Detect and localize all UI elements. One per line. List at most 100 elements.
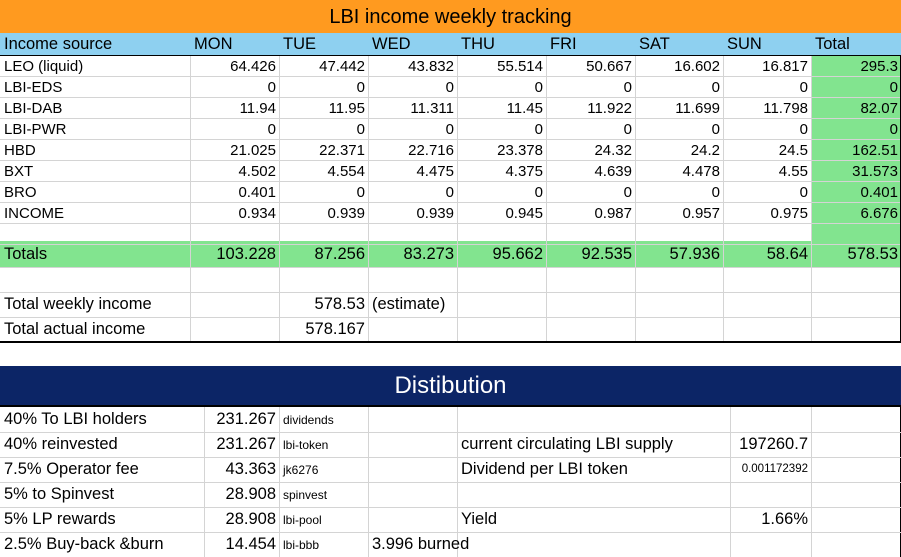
cell-value[interactable]: 24.5 [778, 142, 808, 159]
distribution-label[interactable]: 5% to Spinvest [4, 485, 115, 504]
header-sun[interactable]: SUN [727, 34, 762, 53]
cell-value[interactable]: 16.602 [674, 58, 720, 75]
cell-value[interactable]: 11.699 [675, 100, 720, 117]
cell-value[interactable]: 0.939 [327, 205, 365, 222]
weekly-income-label[interactable]: Total weekly income [4, 295, 152, 314]
cell-value[interactable]: 11.922 [587, 100, 632, 117]
cell-value[interactable]: 11.94 [239, 100, 276, 117]
distribution-account[interactable]: jk6276 [283, 462, 319, 477]
weekly-income-note[interactable]: (estimate) [372, 295, 446, 314]
cell-value[interactable]: 22.716 [408, 142, 454, 159]
distribution-amount[interactable]: 14.454 [225, 535, 276, 554]
cell-value[interactable]: 0 [267, 121, 276, 138]
totals-value[interactable]: 58.64 [766, 244, 808, 263]
cell-total[interactable]: 31.573 [852, 163, 898, 180]
cell-total[interactable]: 0 [889, 121, 898, 138]
distribution-account[interactable]: spinvest [283, 487, 328, 502]
cell-value[interactable]: 0 [799, 184, 808, 201]
cell-value[interactable]: 4.502 [238, 163, 276, 180]
cell-value[interactable]: 24.2 [690, 142, 720, 159]
cell-value[interactable]: 0 [711, 121, 720, 138]
cell-value[interactable]: 0 [356, 79, 365, 96]
distribution-amount[interactable]: 231.267 [216, 410, 276, 429]
cell-value[interactable]: 4.375 [505, 163, 543, 180]
distribution-label[interactable]: 5% LP rewards [4, 510, 116, 529]
cell-value[interactable]: 0 [445, 184, 454, 201]
distribution-label[interactable]: 7.5% Operator fee [4, 460, 139, 479]
supply-value[interactable]: 197260.7 [739, 435, 808, 454]
header-income-source[interactable]: Income source [4, 34, 113, 53]
cell-value[interactable]: 0 [534, 79, 543, 96]
totals-value[interactable]: 92.535 [581, 244, 632, 263]
cell-value[interactable]: 0 [534, 184, 543, 201]
header-total[interactable]: Total [815, 34, 850, 53]
cell-value[interactable]: 0.934 [238, 205, 276, 222]
distribution-account[interactable]: dividends [283, 412, 334, 427]
cell-total[interactable]: 295.3 [860, 58, 898, 75]
distribution-account[interactable]: lbi-pool [283, 512, 322, 527]
distribution-amount[interactable]: 43.363 [225, 460, 276, 479]
cell-value[interactable]: 50.667 [586, 58, 632, 75]
cell-value[interactable]: 11.95 [328, 100, 365, 117]
yield-label[interactable]: Yield [461, 510, 498, 529]
distribution-amount[interactable]: 28.908 [225, 510, 276, 529]
cell-value[interactable]: 0 [623, 79, 632, 96]
cell-value[interactable]: 0 [356, 184, 365, 201]
totals-value[interactable]: 103.228 [216, 244, 276, 263]
totals-value[interactable]: 83.273 [403, 244, 454, 263]
row-source[interactable]: INCOME [4, 205, 64, 222]
cell-value[interactable]: 0 [623, 184, 632, 201]
cell-value[interactable]: 55.514 [497, 58, 543, 75]
cell-value[interactable]: 0.945 [505, 205, 543, 222]
distribution-account[interactable]: lbi-bbb [283, 537, 320, 552]
cell-total[interactable]: 82.07 [860, 100, 898, 117]
cell-value[interactable]: 4.475 [416, 163, 454, 180]
totals-label[interactable]: Totals [4, 244, 48, 263]
distribution-label[interactable]: 2.5% Buy-back &burn [4, 535, 164, 554]
row-source[interactable]: BRO [4, 184, 37, 201]
cell-value[interactable]: 4.55 [778, 163, 808, 180]
cell-value[interactable]: 0 [356, 121, 365, 138]
cell-value[interactable]: 0 [799, 121, 808, 138]
cell-total[interactable]: 162.51 [852, 142, 898, 159]
cell-value[interactable]: 4.639 [594, 163, 632, 180]
yield-value[interactable]: 1.66% [761, 510, 808, 529]
cell-value[interactable]: 24.32 [594, 142, 632, 159]
cell-value[interactable]: 0 [623, 121, 632, 138]
cell-value[interactable]: 0.401 [238, 184, 276, 201]
totals-grand-total[interactable]: 578.53 [847, 244, 898, 263]
row-source[interactable]: LBI-DAB [4, 100, 63, 117]
cell-value[interactable]: 43.832 [408, 58, 454, 75]
header-tue[interactable]: TUE [283, 34, 316, 53]
distribution-label[interactable]: 40% To LBI holders [4, 410, 147, 429]
totals-value[interactable]: 87.256 [314, 244, 365, 263]
header-thu[interactable]: THU [461, 34, 495, 53]
cell-total[interactable]: 0.401 [860, 184, 898, 201]
header-wed[interactable]: WED [372, 34, 411, 53]
cell-value[interactable]: 0.939 [416, 205, 454, 222]
header-mon[interactable]: MON [194, 34, 233, 53]
row-source[interactable]: LEO (liquid) [4, 58, 84, 75]
row-source[interactable]: BXT [4, 163, 34, 180]
cell-value[interactable]: 4.554 [327, 163, 365, 180]
cell-value[interactable]: 11.45 [506, 100, 543, 117]
totals-value[interactable]: 57.936 [669, 244, 720, 263]
distribution-amount[interactable]: 28.908 [225, 485, 276, 504]
actual-income-label[interactable]: Total actual income [4, 319, 146, 338]
dividend-value[interactable]: 0.001172392 [741, 462, 808, 475]
dividend-label[interactable]: Dividend per LBI token [461, 460, 628, 479]
cell-value[interactable]: 0 [445, 121, 454, 138]
supply-label[interactable]: current circulating LBI supply [461, 435, 673, 454]
cell-total[interactable]: 6.676 [860, 205, 898, 222]
cell-value[interactable]: 22.371 [319, 142, 365, 159]
header-fri[interactable]: FRI [550, 34, 577, 53]
cell-value[interactable]: 0 [445, 79, 454, 96]
cell-value[interactable]: 0 [711, 79, 720, 96]
cell-value[interactable]: 21.025 [230, 142, 276, 159]
totals-value[interactable]: 95.662 [492, 244, 543, 263]
distribution-label[interactable]: 40% reinvested [4, 435, 118, 454]
row-source[interactable]: LBI-EDS [4, 79, 63, 96]
cell-value[interactable]: 11.798 [763, 100, 808, 117]
cell-value[interactable]: 4.478 [682, 163, 720, 180]
cell-value[interactable]: 0 [711, 184, 720, 201]
